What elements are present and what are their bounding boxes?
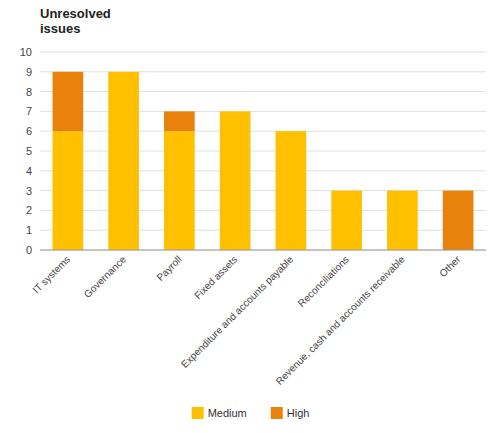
x-tick-label: Governance <box>82 253 129 300</box>
x-axis-line <box>40 250 486 251</box>
grid-line <box>40 230 486 231</box>
grid-line <box>40 170 486 171</box>
x-tick-label: Other <box>437 253 463 279</box>
bar-segment <box>220 111 251 250</box>
bar-segment <box>331 191 362 250</box>
bar-segment <box>387 190 418 191</box>
y-tick-label: 0 <box>26 244 32 256</box>
y-tick-label: 2 <box>26 204 32 216</box>
bar-segment <box>276 131 307 132</box>
y-tick-label: 5 <box>26 145 32 157</box>
legend-label: High <box>287 407 310 419</box>
y-tick-label: 4 <box>26 165 32 177</box>
bar-segment <box>108 72 139 250</box>
y-tick-label: 10 <box>20 46 32 58</box>
grid-line <box>40 210 486 211</box>
x-tick-label: IT systems <box>30 254 72 296</box>
x-tick-label: Expenditure and accounts payable <box>179 253 296 370</box>
grid-line <box>40 111 486 112</box>
bar-segment <box>164 131 195 250</box>
x-tick-label: Revenue, cash and accounts receivable <box>274 253 407 386</box>
x-tick-label: Reconciliations <box>296 254 351 309</box>
legend: Medium High <box>192 407 310 419</box>
grid-line <box>40 250 486 251</box>
legend-swatch <box>271 407 283 419</box>
y-tick-label: 7 <box>26 105 32 117</box>
y-tick-label: 1 <box>26 224 32 236</box>
bar-segment <box>331 190 362 191</box>
legend-item: Medium <box>192 407 247 419</box>
bar-segment <box>53 72 84 131</box>
legend-label: Medium <box>208 407 247 419</box>
legend-item: High <box>271 407 310 419</box>
x-tick-label: Fixed assets <box>192 254 239 301</box>
x-tick-label: Payroll <box>154 254 183 283</box>
grid-line <box>40 52 486 53</box>
grid <box>40 52 486 250</box>
grid-line <box>40 151 486 152</box>
bar-segment <box>108 71 139 72</box>
y-tick-label: 9 <box>26 66 32 78</box>
y-tick-label: 8 <box>26 86 32 98</box>
bar-segment <box>443 191 474 250</box>
bar-segment <box>276 131 307 250</box>
title: Unresolvedissues <box>40 6 111 36</box>
chart: Unresolvedissues 0 1 2 3 4 5 6 7 8 9 10 IT systemsGo… <box>0 0 501 433</box>
bar-segment <box>387 191 418 250</box>
chart-container: Unresolvedissues 0 1 2 3 4 5 6 7 8 9 10 IT systemsGo… <box>0 0 501 433</box>
y-tick-label: 3 <box>26 185 32 197</box>
grid-line <box>40 190 486 191</box>
grid-line <box>40 91 486 92</box>
bar-segment <box>53 131 84 250</box>
grid-line <box>40 71 486 72</box>
grid-line <box>40 131 486 132</box>
bar-segment <box>220 111 251 112</box>
bars <box>53 72 474 250</box>
bar-segment <box>164 111 195 131</box>
y-tick-label: 6 <box>26 125 32 137</box>
legend-swatch <box>192 407 204 419</box>
